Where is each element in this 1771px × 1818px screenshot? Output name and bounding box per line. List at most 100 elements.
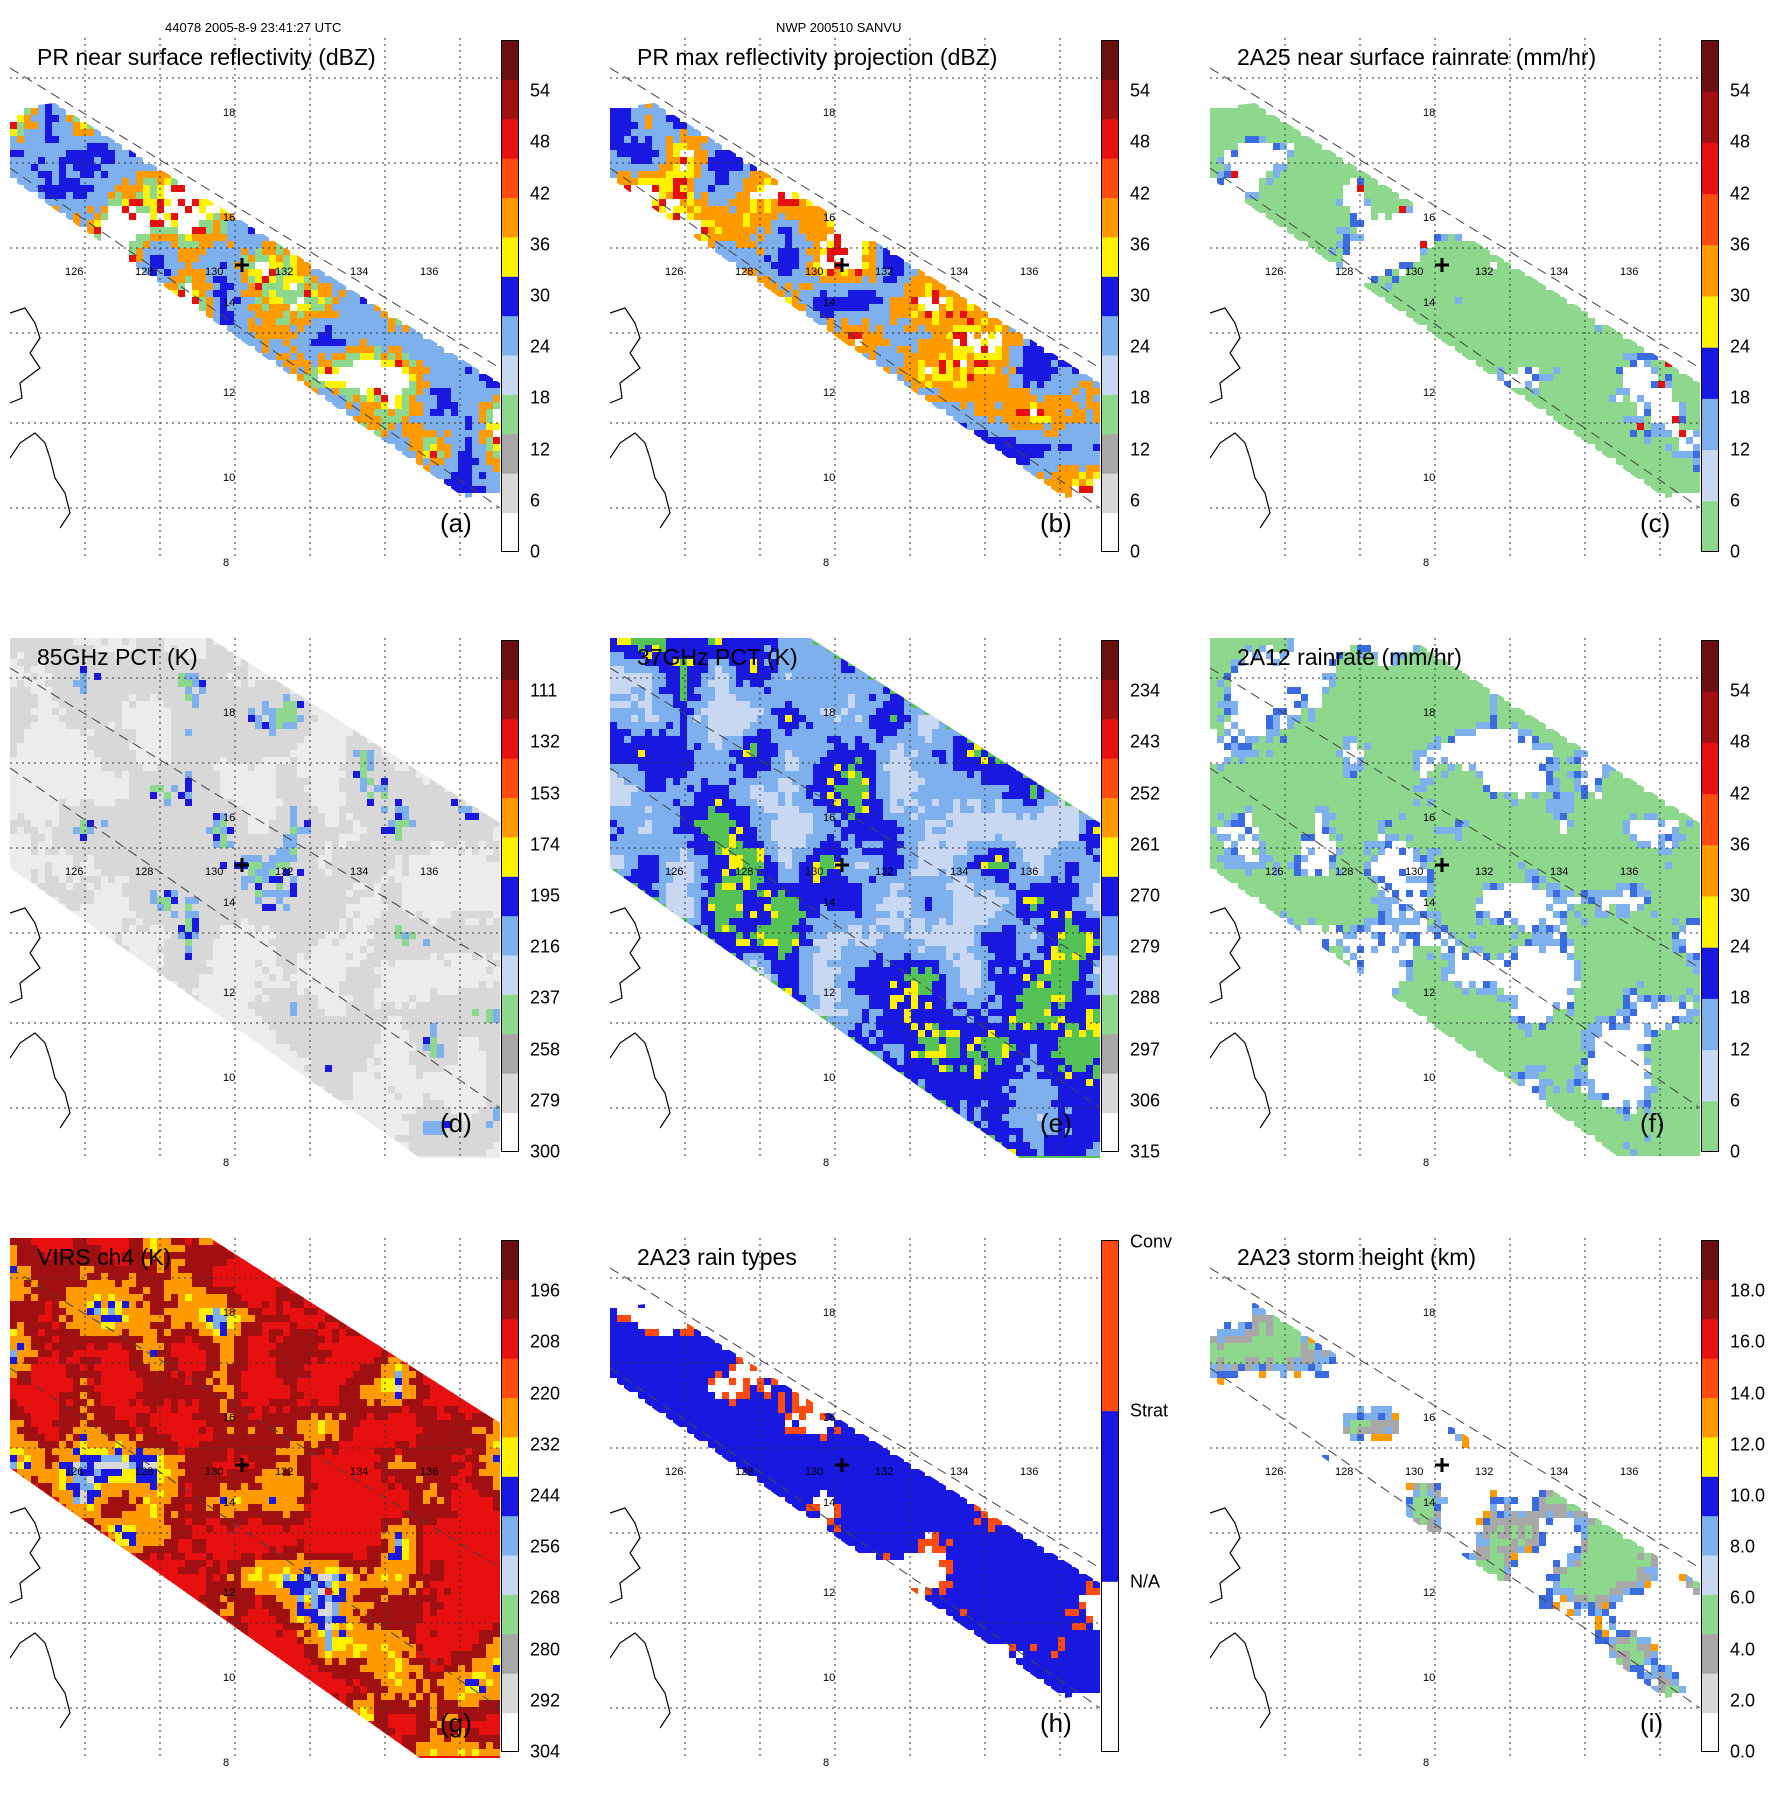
latitude-label: 12 — [823, 1587, 835, 1599]
longitude-label: 126 — [1265, 866, 1283, 878]
colorbar-tick-label: 18 — [1130, 388, 1150, 409]
colorbar-segment — [1101, 158, 1119, 198]
header-center-caption: NWP 200510 SANVU — [776, 20, 902, 35]
colorbar-segment — [1101, 798, 1119, 838]
longitude-label: 128 — [1335, 1466, 1353, 1478]
satellite-map — [10, 638, 500, 1158]
colorbar-tick-label: 36 — [1730, 834, 1750, 855]
colorbar-segment — [1701, 794, 1719, 846]
coastline — [1210, 308, 1270, 528]
colorbar-segment — [1101, 758, 1119, 798]
latitude-label: 18 — [223, 707, 235, 719]
colorbar-tick-label: 261 — [1130, 834, 1160, 855]
coastline — [1210, 908, 1270, 1128]
coastline — [610, 908, 670, 1128]
colorbar-tick-label: 30 — [530, 286, 550, 307]
colorbar-tick-label: 12 — [1130, 439, 1150, 460]
colorbar-tick-label: 4.0 — [1730, 1639, 1755, 1660]
panel-letter-label: (b) — [1040, 508, 1072, 539]
panel-letter-label: (a) — [440, 508, 472, 539]
colorbar — [1701, 1240, 1719, 1752]
longitude-label: 134 — [350, 1466, 368, 1478]
colorbar-tick-label: 6 — [530, 490, 540, 511]
longitude-label: 134 — [950, 866, 968, 878]
colorbar-tick-label: 48 — [1730, 132, 1750, 153]
latitude-label: 14 — [1423, 897, 1435, 909]
colorbar-segment — [1701, 1437, 1719, 1477]
latitude-label: 10 — [1423, 472, 1435, 484]
colorbar-tick-label: 48 — [1130, 132, 1150, 153]
colorbar-segment — [501, 876, 519, 916]
longitude-label: 130 — [805, 866, 823, 878]
colorbar-segment — [1701, 142, 1719, 194]
colorbar-tick-label: 8.0 — [1730, 1537, 1755, 1558]
colorbar-tick-label: 195 — [530, 886, 560, 907]
colorbar-segment — [1101, 355, 1119, 395]
colorbar-segment — [501, 1034, 519, 1074]
colorbar-segment — [1701, 640, 1719, 692]
colorbar-tick-label: 12 — [530, 439, 550, 460]
colorbar-tick-label: 30 — [1130, 286, 1150, 307]
panel-title: PR near surface reflectivity (dBZ) — [37, 44, 376, 71]
latitude-label: 12 — [1423, 987, 1435, 999]
latitude-label: 18 — [1423, 707, 1435, 719]
colorbar-segment — [1701, 1634, 1719, 1674]
satellite-map — [10, 38, 500, 558]
longitude-label: 130 — [805, 266, 823, 278]
storm-center-marker — [1435, 1458, 1449, 1472]
colorbar-tick-label: 237 — [530, 988, 560, 1009]
latitude-label: 8 — [1423, 1757, 1429, 1769]
longitude-label: 136 — [1020, 866, 1038, 878]
colorbar-segment — [1101, 79, 1119, 119]
colorbar-segment — [501, 1437, 519, 1477]
satellite-map — [1210, 638, 1700, 1158]
panel-letter-label: (i) — [1640, 1708, 1663, 1739]
latitude-label: 16 — [823, 1412, 835, 1424]
colorbar-tick-label: 280 — [530, 1639, 560, 1660]
colorbar-segment — [1701, 245, 1719, 297]
colorbar-segment — [1701, 1358, 1719, 1398]
longitude-label: 130 — [1405, 1466, 1423, 1478]
colorbar-tick-label: 132 — [530, 732, 560, 753]
colorbar-tick-label: 279 — [1130, 937, 1160, 958]
colorbar-segment — [1701, 1279, 1719, 1319]
colorbar-tick-label: 234 — [1130, 681, 1160, 702]
longitude-label: 128 — [735, 866, 753, 878]
satellite-map — [610, 38, 1100, 558]
panel-title: 2A23 rain types — [637, 1244, 797, 1271]
satellite-map — [1210, 1238, 1700, 1758]
longitude-label: 136 — [1020, 266, 1038, 278]
colorbar-segment — [1701, 194, 1719, 246]
colorbar-tick-label: 36 — [530, 234, 550, 255]
longitude-label: 136 — [420, 1466, 438, 1478]
colorbar-segment — [501, 1113, 519, 1152]
colorbar-segment — [1701, 998, 1719, 1050]
colorbar-tick-label: 232 — [530, 1434, 560, 1455]
colorbar-tick-label: 30 — [1730, 286, 1750, 307]
longitude-label: 126 — [65, 1466, 83, 1478]
colorbar-tick-label: 16.0 — [1730, 1332, 1765, 1353]
colorbar-segment — [1701, 1319, 1719, 1359]
panel-letter-label: (c) — [1640, 508, 1670, 539]
colorbar-tick-label: 304 — [530, 1742, 560, 1763]
colorbar-segment — [501, 837, 519, 877]
colorbar-tick-label: 258 — [530, 1039, 560, 1060]
colorbar-tick-label: 0.0 — [1730, 1742, 1755, 1763]
coastline — [610, 1508, 670, 1728]
satellite-map — [610, 638, 1100, 1158]
colorbar-tick-label: 18.0 — [1730, 1281, 1765, 1302]
latitude-label: 8 — [223, 557, 229, 569]
colorbar-segment — [501, 679, 519, 719]
colorbar-tick-label: 268 — [530, 1588, 560, 1609]
colorbar-segment — [1701, 742, 1719, 794]
panel-letter-label: (f) — [1640, 1108, 1665, 1139]
colorbar-tick-label: 36 — [1130, 234, 1150, 255]
colorbar-tick-label: 24 — [1730, 937, 1750, 958]
colorbar-segment — [501, 1476, 519, 1516]
colorbar-segment — [1701, 845, 1719, 897]
colorbar-tick-label: 244 — [530, 1486, 560, 1507]
